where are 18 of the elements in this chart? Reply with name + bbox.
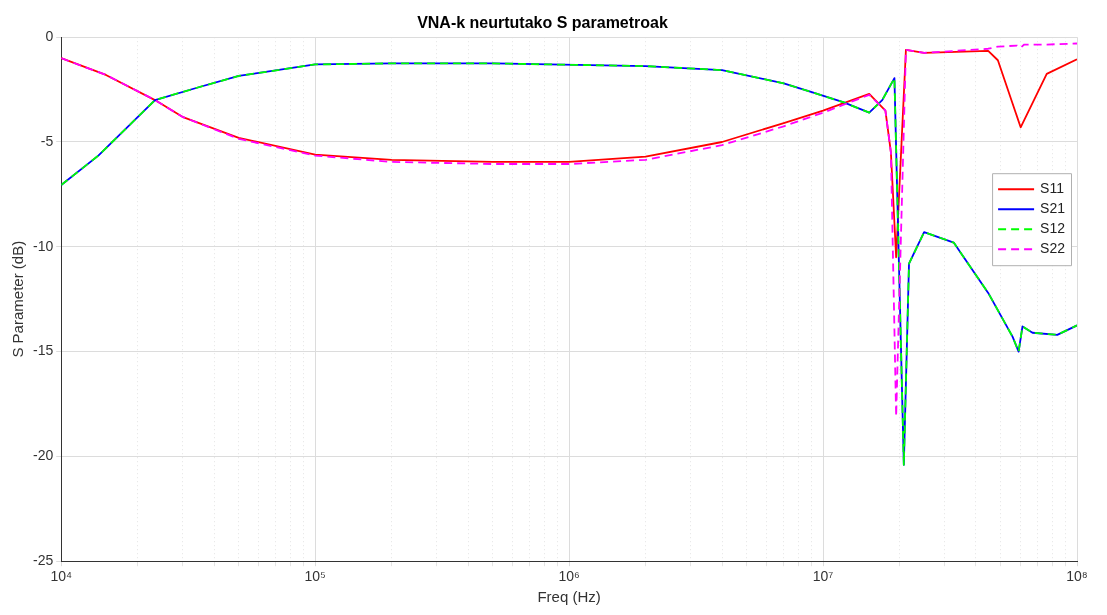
legend-label: S22 — [1040, 240, 1066, 257]
y-tick-label: -15 — [33, 342, 54, 359]
legend-label: S21 — [1040, 200, 1066, 217]
x-tick-label: 10⁷ — [812, 568, 834, 585]
y-tick-label: 0 — [45, 28, 54, 45]
y-tick-label: -20 — [33, 447, 54, 464]
legend-label: S12 — [1040, 220, 1066, 237]
y-tick-label: -25 — [33, 552, 54, 569]
x-tick-label: 10⁵ — [304, 568, 326, 585]
y-tick-label: -5 — [40, 132, 54, 149]
x-tick-label: 10⁸ — [1066, 568, 1088, 585]
x-tick-label: 10⁶ — [558, 568, 580, 585]
chart-title: VNA-k neurtutako S parametroak — [417, 14, 668, 32]
y-axis-title: S Parameter (dB) — [9, 240, 27, 358]
x-tick-label: 10⁴ — [50, 568, 73, 585]
x-axis-title: Freq (Hz) — [537, 588, 601, 606]
y-tick-label: -10 — [33, 237, 54, 254]
legend-label: S11 — [1040, 180, 1065, 197]
